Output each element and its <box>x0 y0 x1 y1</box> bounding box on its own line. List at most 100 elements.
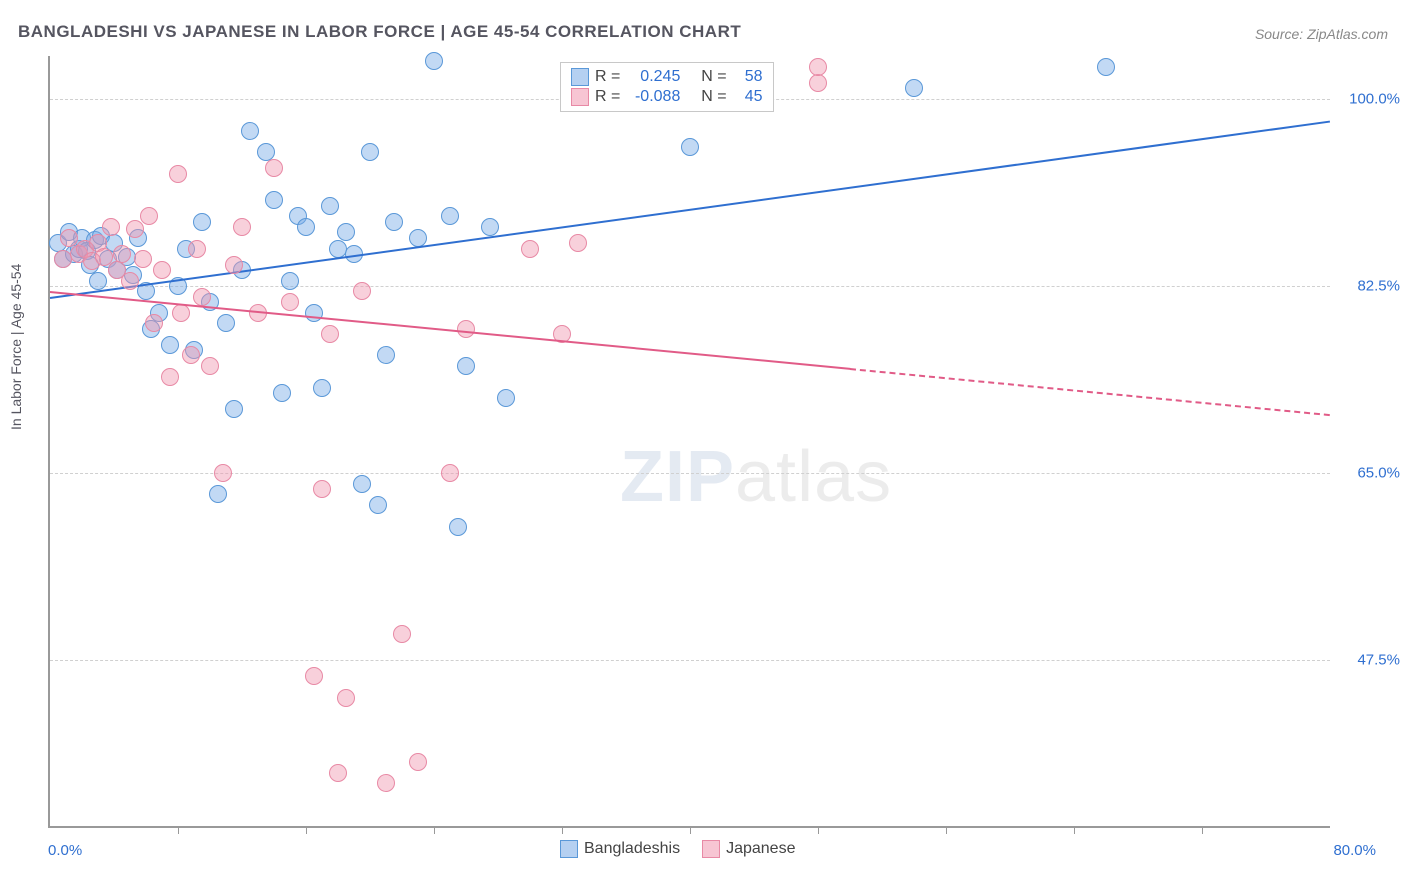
scatter-point-japanese <box>169 165 187 183</box>
gridline-h <box>50 473 1330 474</box>
scatter-point-bangladeshis <box>481 218 499 236</box>
x-tick <box>946 826 947 834</box>
x-tick <box>434 826 435 834</box>
scatter-point-bangladeshis <box>497 389 515 407</box>
scatter-point-bangladeshis <box>905 79 923 97</box>
scatter-point-bangladeshis <box>457 357 475 375</box>
y-tick-label: 65.0% <box>1340 465 1400 482</box>
scatter-point-japanese <box>457 320 475 338</box>
gridline-h <box>50 286 1330 287</box>
legend-N-value-japanese: 45 <box>733 88 763 106</box>
scatter-point-japanese <box>102 218 120 236</box>
scatter-point-bangladeshis <box>409 229 427 247</box>
scatter-point-japanese <box>60 229 78 247</box>
legend-swatch-japanese <box>702 840 720 858</box>
watermark: ZIPatlas <box>620 436 892 518</box>
scatter-point-bangladeshis <box>425 52 443 70</box>
scatter-point-japanese <box>225 256 243 274</box>
scatter-point-japanese <box>313 480 331 498</box>
scatter-point-bangladeshis <box>385 213 403 231</box>
scatter-point-bangladeshis <box>161 336 179 354</box>
legend-swatch-bangladeshis <box>560 840 578 858</box>
x-tick <box>818 826 819 834</box>
trend-line-japanese <box>50 291 850 370</box>
scatter-point-japanese <box>188 240 206 258</box>
scatter-point-bangladeshis <box>449 518 467 536</box>
legend-N-value-bangladeshis: 58 <box>733 68 763 86</box>
scatter-point-bangladeshis <box>225 400 243 418</box>
scatter-point-bangladeshis <box>377 346 395 364</box>
scatter-point-japanese <box>337 689 355 707</box>
scatter-point-bangladeshis <box>217 314 235 332</box>
scatter-point-japanese <box>377 774 395 792</box>
scatter-point-japanese <box>281 293 299 311</box>
scatter-point-japanese <box>193 288 211 306</box>
watermark-light: atlas <box>735 437 892 517</box>
x-axis-min-label: 0.0% <box>48 842 82 859</box>
scatter-point-japanese <box>172 304 190 322</box>
chart-title: BANGLADESHI VS JAPANESE IN LABOR FORCE |… <box>18 22 741 42</box>
chart-plot-area: ZIPatlas 47.5%65.0%82.5%100.0% <box>48 56 1330 828</box>
legend-N-label: N = <box>701 68 726 86</box>
legend-item-bangladeshis: Bangladeshis <box>560 840 680 858</box>
scatter-point-bangladeshis <box>681 138 699 156</box>
y-axis-label: In Labor Force | Age 45-54 <box>8 264 24 430</box>
legend-R-value-bangladeshis: 0.245 <box>626 68 680 86</box>
legend-swatch-bangladeshis <box>571 68 589 86</box>
x-tick <box>306 826 307 834</box>
legend-item-japanese: Japanese <box>702 840 795 858</box>
scatter-point-japanese <box>140 207 158 225</box>
legend-stat-row-japanese: R =-0.088 N =45 <box>571 87 763 107</box>
x-tick <box>178 826 179 834</box>
scatter-point-japanese <box>201 357 219 375</box>
scatter-point-bangladeshis <box>337 223 355 241</box>
series-legend: Bangladeshis Japanese <box>560 840 795 858</box>
scatter-point-japanese <box>161 368 179 386</box>
scatter-point-japanese <box>121 272 139 290</box>
x-axis-max-label: 80.0% <box>1333 842 1376 859</box>
scatter-point-japanese <box>145 314 163 332</box>
scatter-point-bangladeshis <box>441 207 459 225</box>
x-tick <box>690 826 691 834</box>
scatter-point-bangladeshis <box>89 272 107 290</box>
scatter-point-bangladeshis <box>361 143 379 161</box>
scatter-point-bangladeshis <box>353 475 371 493</box>
scatter-point-bangladeshis <box>265 191 283 209</box>
scatter-point-japanese <box>265 159 283 177</box>
scatter-point-bangladeshis <box>369 496 387 514</box>
scatter-point-bangladeshis <box>1097 58 1115 76</box>
scatter-point-japanese <box>393 625 411 643</box>
scatter-point-japanese <box>182 346 200 364</box>
legend-R-label: R = <box>595 68 620 86</box>
scatter-point-japanese <box>809 58 827 76</box>
scatter-point-japanese <box>214 464 232 482</box>
scatter-point-bangladeshis <box>281 272 299 290</box>
scatter-point-bangladeshis <box>241 122 259 140</box>
scatter-point-japanese <box>409 753 427 771</box>
y-tick-label: 100.0% <box>1340 90 1400 107</box>
scatter-point-japanese <box>113 245 131 263</box>
legend-R-label: R = <box>595 88 620 106</box>
x-tick <box>562 826 563 834</box>
scatter-point-bangladeshis <box>273 384 291 402</box>
scatter-point-japanese <box>441 464 459 482</box>
scatter-point-japanese <box>153 261 171 279</box>
scatter-point-japanese <box>809 74 827 92</box>
x-tick <box>1202 826 1203 834</box>
scatter-point-japanese <box>233 218 251 236</box>
gridline-h <box>50 660 1330 661</box>
scatter-point-japanese <box>569 234 587 252</box>
scatter-point-japanese <box>521 240 539 258</box>
watermark-bold: ZIP <box>620 437 735 517</box>
scatter-point-japanese <box>305 667 323 685</box>
legend-swatch-japanese <box>571 88 589 106</box>
legend-label-japanese: Japanese <box>726 840 795 858</box>
legend-N-label: N = <box>701 88 726 106</box>
scatter-point-bangladeshis <box>297 218 315 236</box>
scatter-point-bangladeshis <box>193 213 211 231</box>
trend-line-japanese-dashed <box>850 368 1330 416</box>
legend-label-bangladeshis: Bangladeshis <box>584 840 680 858</box>
correlation-legend: R =0.245 N =58R =-0.088 N =45 <box>560 62 774 112</box>
scatter-point-bangladeshis <box>321 197 339 215</box>
scatter-point-bangladeshis <box>313 379 331 397</box>
